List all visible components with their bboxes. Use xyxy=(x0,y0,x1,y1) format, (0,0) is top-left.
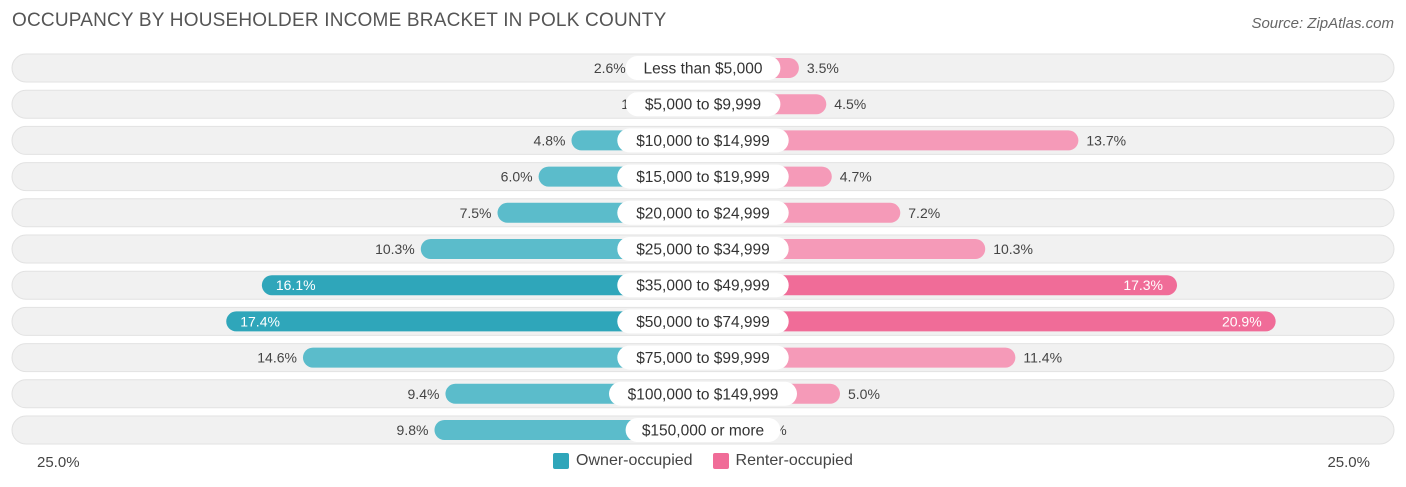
renter-value-label: 11.4% xyxy=(1023,350,1062,366)
owner-value-label: 9.4% xyxy=(408,386,440,402)
chart-row: 2.6% 3.5% Less than $5,000 xyxy=(11,53,1395,83)
renter-bar xyxy=(703,311,1276,332)
category-label: $15,000 to $19,999 xyxy=(636,169,770,186)
renter-value-label: 4.7% xyxy=(840,169,872,185)
category-pill xyxy=(617,128,789,153)
chart-row: 1.6%4.5%$5,000 to $9,999 xyxy=(11,89,1395,119)
owner-bar xyxy=(226,311,704,332)
chart-row: 9.4% 5.0% $100,000 to $149,999 xyxy=(11,379,1395,409)
category-pill xyxy=(617,164,789,189)
category-pill xyxy=(617,273,789,298)
owner-value-label: 17.4% xyxy=(240,313,280,329)
renter-swatch xyxy=(712,453,729,469)
category-label: $20,000 to $24,999 xyxy=(636,205,770,222)
owner-value-label: 4.8% xyxy=(534,132,566,148)
renter-bar xyxy=(703,275,1178,296)
renter-value-label: 3.5% xyxy=(807,60,839,76)
renter-value-label: 10.3% xyxy=(993,241,1033,257)
category-pill xyxy=(609,381,797,406)
category-pill xyxy=(617,237,789,261)
category-pill xyxy=(625,92,781,117)
chart-row: 14.6% 11.4% $75,000 to $99,999 xyxy=(11,343,1395,373)
owner-value-label: 14.6% xyxy=(257,350,297,366)
category-label: $75,000 to $99,999 xyxy=(636,350,770,367)
chart-row: 4.8% 13.7% $10,000 to $14,999 xyxy=(11,125,1395,155)
category-label: Less than $5,000 xyxy=(644,61,763,78)
owner-value-label: 10.3% xyxy=(375,241,415,257)
category-label: $150,000 or more xyxy=(642,423,764,440)
owner-value-label: 16.1% xyxy=(276,277,316,293)
owner-value-label: 2.6% xyxy=(594,60,626,76)
source-note: Source: ZipAtlas.com xyxy=(1251,15,1394,32)
renter-value-label: 20.9% xyxy=(1222,313,1262,329)
category-pill xyxy=(617,345,789,370)
category-label: $10,000 to $14,999 xyxy=(636,133,770,150)
category-pill xyxy=(617,309,789,334)
owner-bar xyxy=(302,347,703,368)
renter-value-label: 17.3% xyxy=(1123,277,1163,293)
chart-row: 7.5% 7.2% $20,000 to $24,999 xyxy=(11,198,1395,228)
category-pill xyxy=(617,200,789,225)
renter-value-label: 4.5% xyxy=(834,96,866,112)
category-label: $5,000 to $9,999 xyxy=(645,97,761,114)
legend-label-renter: Renter-occupied xyxy=(735,452,853,469)
chart-row: 16.1% 17.3% $35,000 to $49,999 xyxy=(11,270,1395,300)
category-pill xyxy=(625,418,781,442)
category-label: $100,000 to $149,999 xyxy=(628,386,779,403)
category-pill xyxy=(625,56,781,80)
renter-value-label: 5.0% xyxy=(848,386,880,402)
chart-row: 9.8%1.6%$150,000 or more xyxy=(11,415,1395,445)
chart-row: 10.3% 10.3% $25,000 to $34,999 xyxy=(11,234,1395,264)
chart-row: 6.0% 4.7% $15,000 to $19,999 xyxy=(11,162,1395,192)
legend-label-owner: Owner-occupied xyxy=(576,452,693,469)
chart-row: 17.4% 20.9% $50,000 to $74,999 xyxy=(11,306,1395,336)
category-label: $35,000 to $49,999 xyxy=(636,278,770,295)
legend-item-renter: Renter-occupied xyxy=(712,452,853,470)
axis-left-label: 25.0% xyxy=(37,454,80,471)
category-label: $50,000 to $74,999 xyxy=(636,314,770,331)
owner-value-label: 9.8% xyxy=(397,422,429,438)
axis-right-label: 25.0% xyxy=(1327,454,1370,471)
legend: Owner-occupied Renter-occupied xyxy=(0,452,1406,470)
renter-value-label: 13.7% xyxy=(1086,132,1126,148)
renter-value-label: 7.2% xyxy=(908,205,940,221)
chart-title: OCCUPANCY BY HOUSEHOLDER INCOME BRACKET … xyxy=(12,10,667,31)
owner-value-label: 6.0% xyxy=(501,169,533,185)
owner-swatch xyxy=(553,453,570,469)
legend-item-owner: Owner-occupied xyxy=(553,452,693,470)
owner-value-label: 7.5% xyxy=(460,205,492,221)
category-label: $25,000 to $34,999 xyxy=(636,242,770,259)
renter-bar xyxy=(703,130,1079,151)
owner-bar xyxy=(261,275,703,296)
